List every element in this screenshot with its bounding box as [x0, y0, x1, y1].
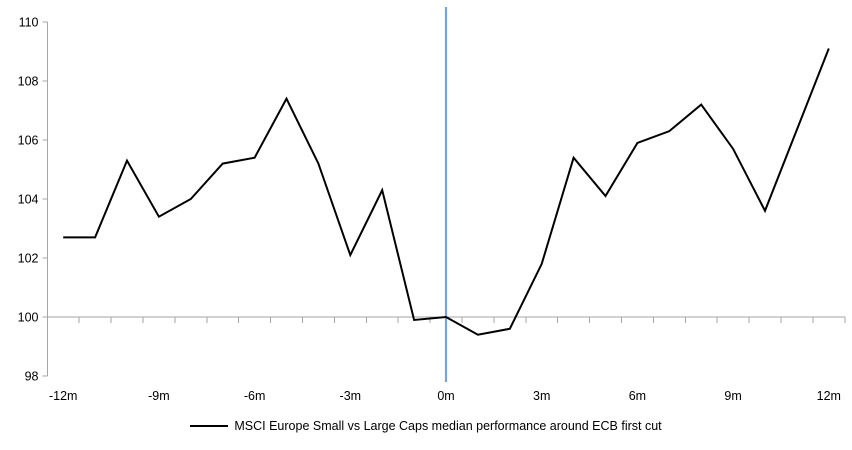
legend-series-label: MSCI Europe Small vs Large Caps median p… — [234, 419, 662, 433]
legend: MSCI Europe Small vs Large Caps median p… — [0, 417, 852, 435]
x-axis-tick-label: 0m — [437, 389, 454, 403]
y-axis-tick-label: 108 — [18, 75, 39, 89]
y-axis-tick-label: 106 — [18, 134, 39, 148]
x-axis-tick-label: -3m — [340, 389, 362, 403]
y-axis-tick-label: 100 — [18, 311, 39, 325]
y-axis-tick-label: 98 — [25, 370, 39, 384]
legend-line-swatch — [190, 425, 229, 427]
y-axis-tick-label: 104 — [18, 193, 39, 207]
series-line-msci-small-vs-large — [63, 48, 830, 336]
x-axis-tick-label: 9m — [724, 389, 741, 403]
y-axis-tick-label: 110 — [19, 16, 39, 30]
x-axis-tick-label: 12m — [817, 389, 841, 403]
x-axis-tick-label: 6m — [629, 389, 646, 403]
x-axis-tick-label: -12m — [49, 389, 77, 403]
x-axis-tick-label: 3m — [533, 389, 550, 403]
x-axis-tick-label: -6m — [244, 389, 266, 403]
x-axis-tick-label: -9m — [148, 389, 170, 403]
y-axis-tick-label: 102 — [18, 252, 39, 266]
